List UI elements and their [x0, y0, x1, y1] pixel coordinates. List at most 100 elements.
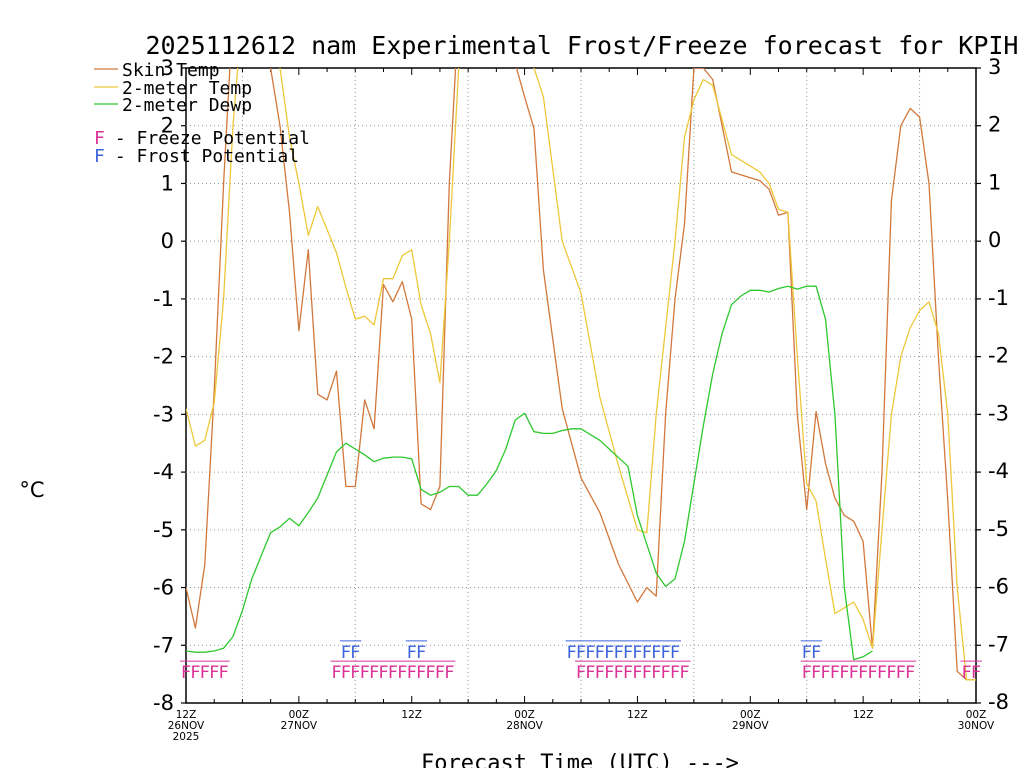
y-tick-label-right: 1 — [988, 170, 1001, 194]
freeze-mark: F — [595, 663, 605, 683]
freeze-mark: F — [886, 663, 896, 683]
freeze-mark: F — [350, 663, 360, 683]
y-tick-label-right: -5 — [988, 517, 1009, 541]
freeze-mark: F — [670, 663, 680, 683]
frost-mark: F — [604, 643, 614, 663]
legend-temp2m-label: 2-meter Temp — [122, 78, 252, 99]
frost-mark: F — [566, 643, 576, 663]
x-tick-label: 29NOV — [732, 720, 769, 732]
freeze-mark: F — [360, 663, 370, 683]
freeze-mark: F — [877, 663, 887, 683]
legend-freeze-label: - Freeze Potential — [104, 128, 310, 149]
freeze-mark: F — [632, 663, 642, 683]
freeze-mark: F — [190, 663, 200, 683]
freeze-mark: F — [858, 663, 868, 683]
chart-title: 2025112612 nam Experimental Frost/Freeze… — [146, 31, 1019, 60]
y-tick-label-left: -5 — [153, 518, 174, 542]
freeze-mark: F — [651, 663, 661, 683]
x-tick-label: 30NOV — [958, 720, 995, 732]
freeze-mark: F — [613, 663, 623, 683]
frost-mark: F — [613, 643, 623, 663]
y-tick-label-left: -2 — [153, 345, 174, 369]
freeze-mark: F — [416, 663, 426, 683]
x-tick-label: 12Z — [627, 709, 648, 721]
frost-mark: F — [407, 643, 417, 663]
legend-frost-label: - Frost Potential — [104, 146, 299, 167]
freeze-mark: F — [576, 663, 586, 683]
x-tick-label: 00Z — [289, 709, 310, 721]
legend-freeze-letter: F — [94, 128, 105, 149]
y-tick-label-right: -6 — [988, 575, 1009, 599]
freeze-mark: F — [209, 663, 219, 683]
x-tick-label: 26NOV — [168, 720, 205, 732]
series-layer — [186, 68, 976, 681]
legend-skin-label: Skin Temp — [122, 60, 220, 81]
frost-mark: F — [350, 643, 360, 663]
freeze-mark: F — [830, 663, 840, 683]
series-line-dewp — [186, 285, 873, 661]
frost-mark: F — [661, 643, 671, 663]
frost-mark: F — [623, 643, 633, 663]
y-tick-label-right: -4 — [988, 459, 1009, 483]
freeze-mark: F — [642, 663, 652, 683]
frost-mark: F — [576, 643, 586, 663]
freeze-mark: F — [407, 663, 417, 683]
x-tick-label: 27NOV — [281, 720, 318, 732]
y-axis-label: °C — [19, 478, 44, 502]
freeze-mark: F — [971, 663, 981, 683]
x-tick-label: 00Z — [966, 709, 987, 721]
y-tick-label-right: -7 — [988, 632, 1009, 656]
frost-mark: F — [811, 643, 821, 663]
series-line-temp2m — [186, 68, 976, 681]
y-tick-label-right: -1 — [988, 286, 1009, 310]
x-tick-label: 00Z — [514, 709, 535, 721]
y-tick-label-right: -3 — [988, 401, 1009, 425]
freeze-mark: F — [905, 663, 915, 683]
freeze-mark: F — [435, 663, 445, 683]
y-tick-label-left: 1 — [161, 171, 174, 195]
x-axis-label: Forecast Time (UTC) ---> — [421, 751, 739, 768]
axis-ticks — [181, 67, 981, 704]
frost-mark: F — [651, 643, 661, 663]
frost-mark: F — [341, 643, 351, 663]
freeze-mark: F — [369, 663, 379, 683]
freeze-mark: F — [181, 663, 191, 683]
y-tick-label-left: 3 — [161, 56, 174, 80]
freeze-mark: F — [397, 663, 407, 683]
y-tick-label-left: 2 — [161, 114, 174, 138]
freeze-mark: F — [839, 663, 849, 683]
y-tick-label-right: 3 — [988, 55, 1001, 79]
y-tick-label-right: -2 — [988, 344, 1009, 368]
y-tick-label-right: 2 — [988, 113, 1001, 137]
freeze-mark: F — [849, 663, 859, 683]
y-axis-left-labels: -8 -7 -6 -5 -4 -3 -2 -1 0 1 2 3 — [153, 56, 174, 715]
series-line-skin — [186, 68, 976, 681]
y-tick-label-left: -3 — [153, 402, 174, 426]
frost-mark: F — [670, 643, 680, 663]
x-tick-label: 12Z — [176, 709, 197, 721]
y-axis-right-labels: -8 -7 -6 -5 -4 -3 -2 -1 0 1 2 3 — [988, 55, 1009, 714]
legend-dewp-label: 2-meter Dewp — [122, 95, 252, 116]
frost-mark: F — [416, 643, 426, 663]
y-tick-label-right: 0 — [988, 228, 1001, 252]
frost-mark: F — [585, 643, 595, 663]
frost-mark: F — [642, 643, 652, 663]
x-tick-label: 00Z — [740, 709, 761, 721]
frost-mark: F — [595, 643, 605, 663]
freeze-mark: F — [623, 663, 633, 683]
x-tick-label: 12Z — [401, 709, 422, 721]
x-tick-label: 12Z — [853, 709, 874, 721]
y-tick-label-right: -8 — [988, 690, 1009, 714]
y-tick-label-left: 0 — [161, 229, 174, 253]
freeze-mark: F — [425, 663, 435, 683]
freeze-mark: F — [331, 663, 341, 683]
freeze-mark: F — [802, 663, 812, 683]
frost-mark: F — [802, 643, 812, 663]
freeze-mark: F — [341, 663, 351, 683]
freeze-mark: F — [661, 663, 671, 683]
legend: Skin Temp 2-meter Temp 2-meter Dewp F - … — [94, 60, 310, 167]
